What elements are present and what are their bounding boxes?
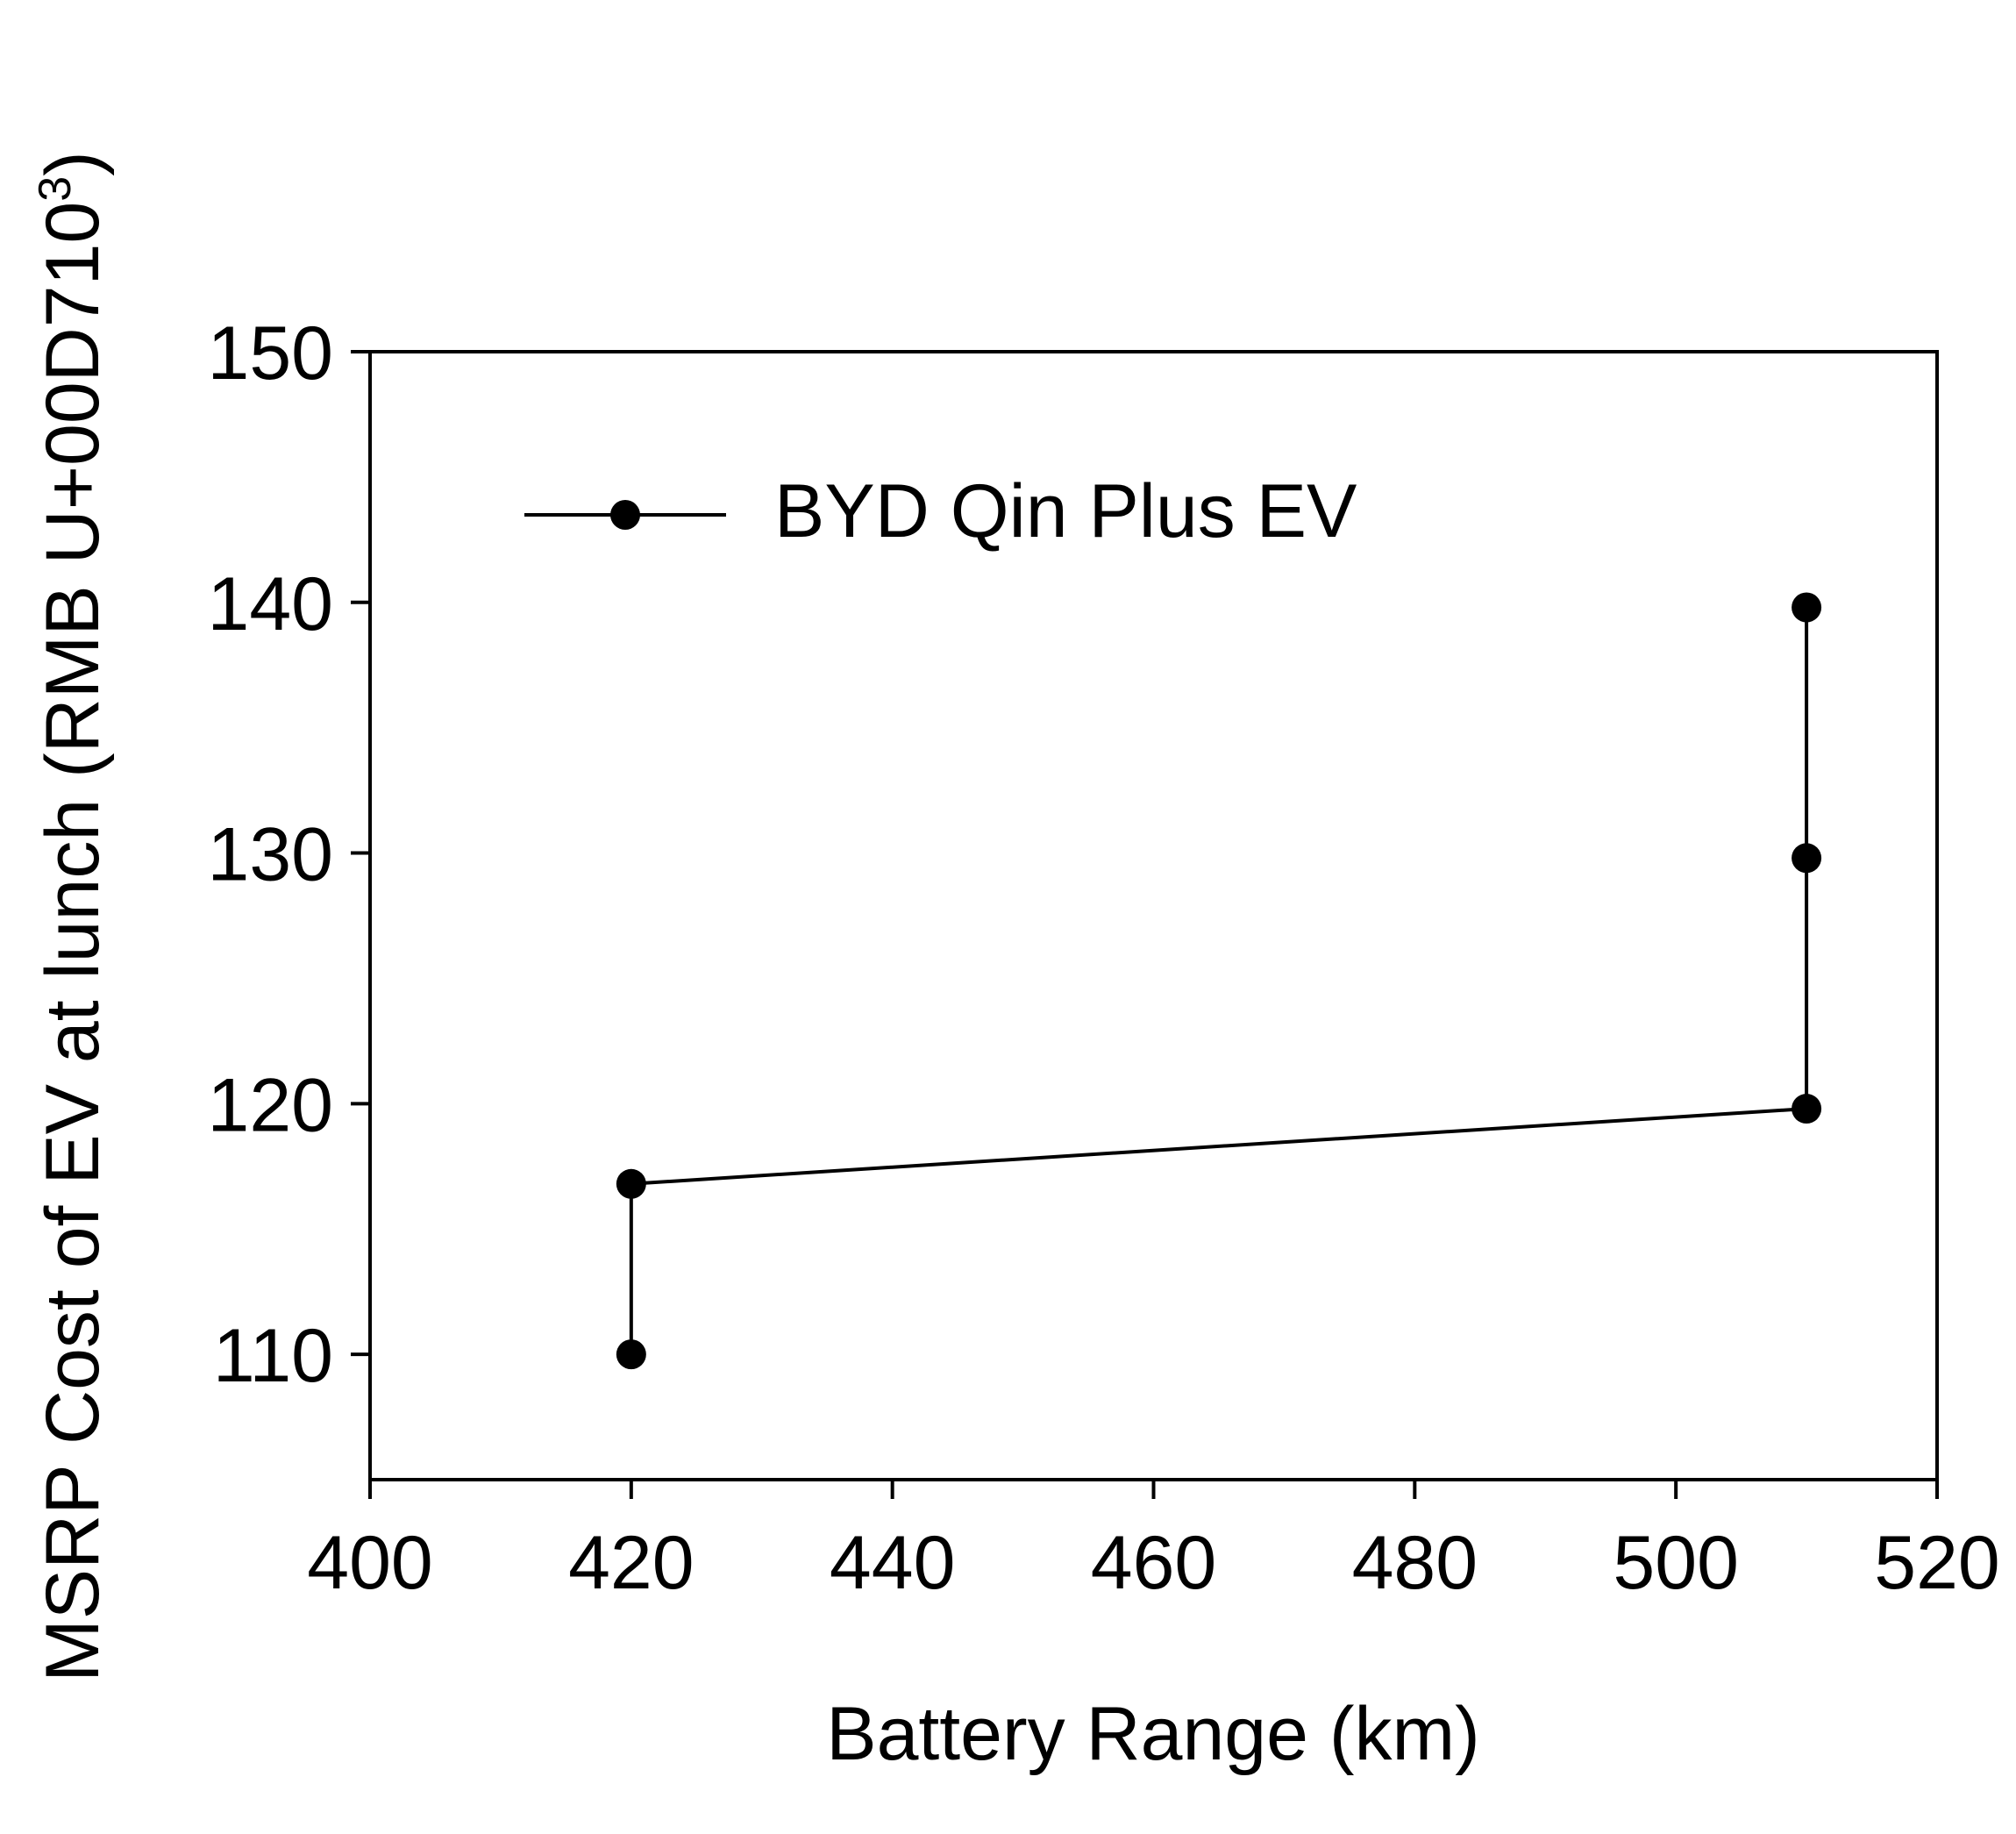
data-point bbox=[616, 1339, 646, 1370]
y-tick-label: 130 bbox=[208, 813, 334, 897]
x-tick-label: 520 bbox=[1874, 1521, 2000, 1605]
x-tick-label: 400 bbox=[307, 1521, 433, 1605]
x-tick-label: 500 bbox=[1613, 1521, 1739, 1605]
x-axis-ticks: 400 420 440 460 480 500 520 bbox=[307, 1480, 2000, 1605]
y-tick-label: 140 bbox=[208, 562, 334, 646]
y-tick-label: 150 bbox=[208, 311, 334, 396]
data-point bbox=[1792, 843, 1822, 874]
y-axis-title-superscript: 3 bbox=[30, 176, 81, 202]
x-axis-title: Battery Range (km) bbox=[826, 1692, 1480, 1776]
data-point bbox=[616, 1168, 646, 1199]
y-tick-label: 110 bbox=[213, 1314, 333, 1398]
legend: BYD Qin Plus EV bbox=[524, 469, 1357, 553]
x-tick-label: 460 bbox=[1091, 1521, 1217, 1605]
y-axis-title: MSRP Cost of EV at lunch (RMB U+00D7103) bbox=[30, 151, 115, 1682]
series-line bbox=[629, 607, 1809, 1355]
legend-marker-sample bbox=[610, 500, 640, 530]
data-point bbox=[1792, 1094, 1822, 1124]
data-point bbox=[1792, 592, 1822, 623]
legend-label: BYD Qin Plus EV bbox=[774, 469, 1357, 553]
series-layer bbox=[616, 592, 1822, 1370]
y-axis-title-main: MSRP Cost of EV at lunch (RMB U+00D710 bbox=[31, 202, 115, 1682]
x-tick-label: 420 bbox=[568, 1521, 695, 1605]
y-tick-label: 120 bbox=[208, 1063, 334, 1147]
x-tick-label: 480 bbox=[1352, 1521, 1478, 1605]
y-axis-title-close: ) bbox=[31, 151, 115, 176]
y-axis-ticks: 110 120 130 140 150 bbox=[208, 311, 370, 1398]
x-tick-label: 440 bbox=[830, 1521, 956, 1605]
